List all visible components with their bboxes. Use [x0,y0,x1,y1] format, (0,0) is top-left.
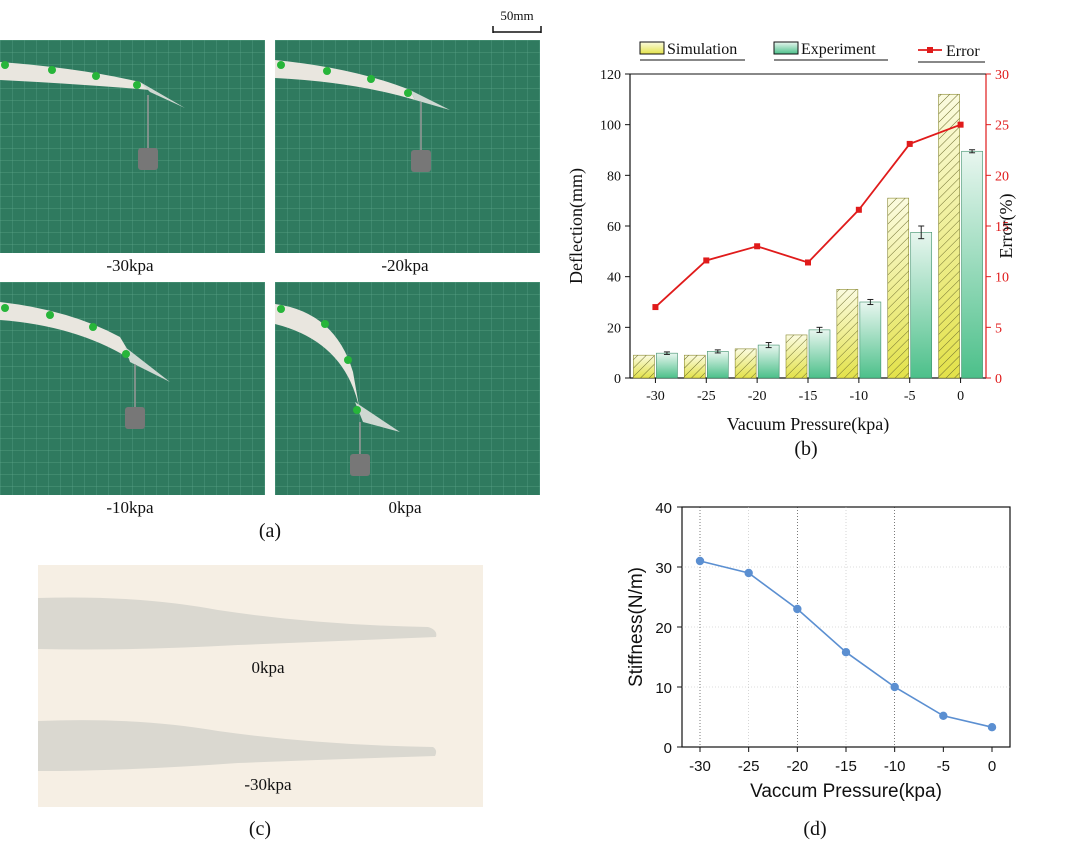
legend-swatch-experiment [773,41,799,55]
x-tick-label: -15 [835,758,857,775]
point-error [652,304,659,311]
x-tick-label: -25 [697,389,716,404]
point-stiffness [939,711,948,720]
legend-label-error: Error [946,43,980,60]
y-axis-label: Stiffness(N/m) [626,567,647,687]
caption-b: (b) [794,438,818,460]
x-tick-label: -20 [748,389,767,404]
legend-label-experiment: Experiment [801,41,876,58]
y-tick-label: 80 [607,169,621,184]
tube-photo [38,565,483,807]
y-tick-label: 20 [655,620,672,637]
bar-experiment [706,351,729,379]
y-tick-label: 30 [655,560,672,577]
scale-bar: 50mm [492,8,542,33]
y2-tick-label: 15 [995,220,1009,235]
x-tick-label: -10 [884,758,906,775]
point-stiffness [695,556,705,566]
photo-minus10 [0,282,265,495]
chart-d: 0 10 20 30 40 -30 -25 -20 -15 -10 -5 0 Vaccum Pressu… [626,500,1011,802]
point-error [906,140,913,147]
bar-experiment [656,352,678,379]
y-tick-label: 40 [607,271,621,286]
y-tick-label: 100 [600,119,621,134]
legend-swatch-simulation [639,41,665,55]
y-tick-label: 20 [607,321,621,336]
bar-experiment [859,301,882,379]
point-stiffness [841,648,851,657]
bar-simulation-hatch [684,355,706,378]
x-tick-label: -30 [646,389,665,404]
x-tick-label: 0 [957,389,964,404]
point-stiffness [987,723,997,732]
bar-experiment [808,329,831,379]
photo-label: -10kpa [106,498,154,517]
y2-tick-label: 20 [995,169,1009,184]
point-error [754,243,761,250]
bar-simulation-hatch [887,198,909,378]
legend-label-simulation: Simulation [667,41,737,58]
point-error [703,257,710,264]
bar-experiment [961,150,983,379]
y2-tick-label: 5 [995,321,1002,336]
bar-simulation-hatch [938,94,960,379]
y2-tick-label: 30 [995,68,1009,83]
y2-axis-label: Error(%) [996,194,1017,259]
caption-d: (d) [803,818,827,840]
y2-tick-label: 0 [995,372,1002,387]
point-stiffness [890,682,899,692]
x-tick-label: -5 [937,758,950,775]
x-tick-label: -10 [850,389,869,404]
y-axis-label: Deflection(mm) [566,168,587,284]
y-tick-label: 60 [607,220,621,235]
bar-simulation-hatch [735,348,757,378]
panel-c: 0kpa -30kpa [38,565,483,807]
scale-bar-label: 50mm [500,8,533,23]
x-tick-label: -25 [738,758,760,775]
panel-a: 50mm -30kpa -20kpa [0,0,560,545]
tube-label: -30kpa [244,775,292,794]
caption-a: (a) [258,520,282,542]
point-error [855,206,862,213]
caption-c: (c) [248,818,272,840]
tube-label: 0kpa [251,658,285,677]
point-error [957,121,964,128]
x-axis-label: Vacuum Pressure(kpa) [727,414,889,435]
photo-label: -30kpa [106,256,154,275]
y-tick-label: 0 [614,372,621,387]
x-tick-label: 0 [988,758,996,775]
point-stiffness [793,604,802,614]
photo-0 [275,282,540,495]
legend-marker-error [927,47,933,53]
point-stiffness [744,568,753,578]
bar-experiment [910,232,933,379]
x-tick-label: -5 [904,389,916,404]
x-tick-label: -30 [689,758,711,775]
chart-b: 0 20 40 60 80 100 120 0 5 10 15 20 25 30 -30 -25 -20 -15 -… [566,41,1017,435]
y-tick-label: 40 [655,500,672,517]
photo-minus30 [0,40,265,253]
bar-simulation-hatch [836,289,858,378]
y2-tick-label: 10 [995,271,1009,286]
x-axis-label: Vaccum Pressure(kpa) [750,781,942,802]
x-tick-label: -15 [799,389,818,404]
point-error [805,259,811,266]
bar-simulation-hatch [633,355,655,378]
photo-label: -20kpa [381,256,429,275]
y2-tick-label: 25 [995,119,1009,134]
y-tick-label: 10 [655,680,672,697]
x-tick-label: -20 [786,758,808,775]
bar-experiment [757,344,780,379]
y-tick-label: 0 [664,740,672,757]
photo-label: 0kpa [388,498,422,517]
y-tick-label: 120 [600,68,621,83]
photo-minus20 [275,40,540,253]
bar-simulation-hatch [786,334,807,378]
